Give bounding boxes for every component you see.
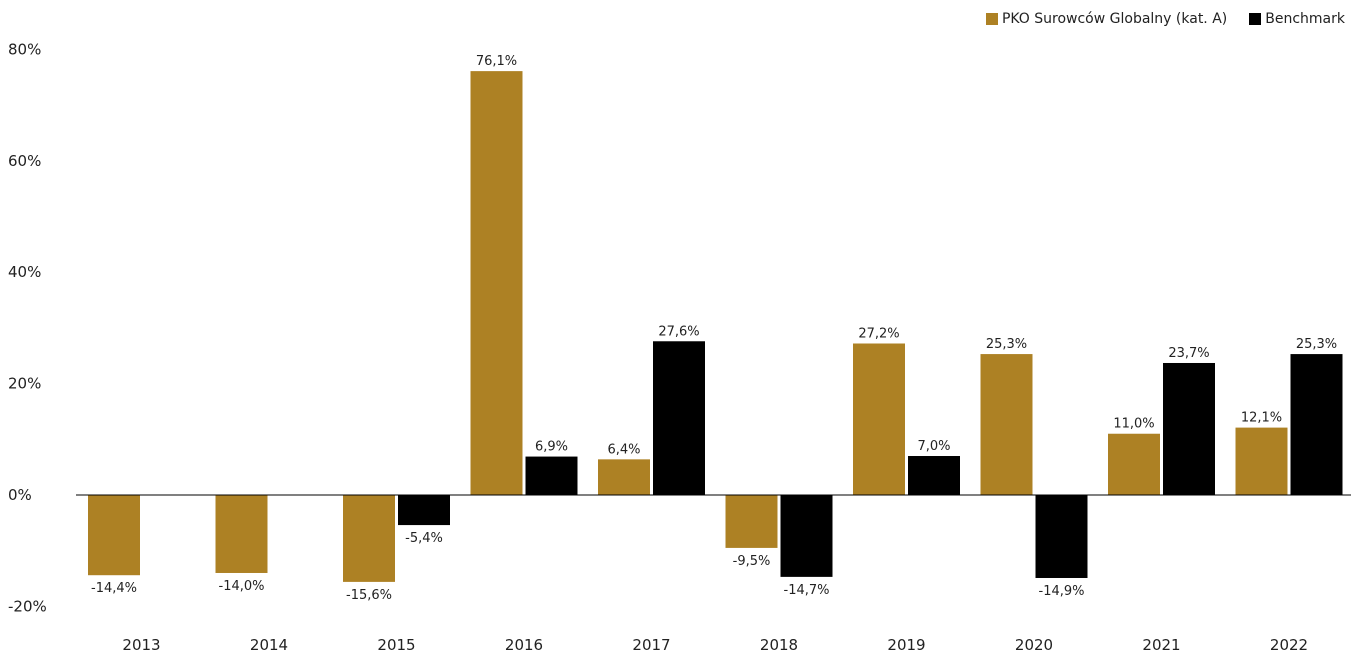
x-tick-label: 2017 (632, 636, 670, 654)
bar-fund-2017 (598, 459, 650, 495)
bar-fund-2015 (343, 495, 395, 582)
data-label-benchmark-2020: -14,9% (1039, 584, 1085, 599)
y-tick-label: 60% (8, 152, 41, 170)
x-axis-ticks: 2013 2014 2015 2016 2017 2018 2019 2020 2021 2022 (122, 636, 1308, 654)
bar-fund-2019 (853, 343, 905, 495)
y-tick-label: 0% (8, 486, 32, 504)
data-label-fund-2018: -9,5% (733, 554, 771, 569)
data-labels: -14,4% -14,0% -15,6% -5,4% 76,1% 6,9% 6,4% 27,6… (91, 54, 1337, 603)
y-axis-ticks: 80% 60% 40% 20% 0% -20% (8, 40, 47, 615)
legend-swatch-fund (985, 13, 998, 25)
data-label-fund-2021: 11,0% (1113, 417, 1154, 432)
legend-label-benchmark: Benchmark (1265, 11, 1345, 27)
y-tick-label: 80% (8, 40, 41, 58)
data-label-benchmark-2019: 7,0% (917, 439, 950, 454)
legend: PKO Surowców Globalny (kat. A) Benchmark (964, 11, 1345, 27)
bar-benchmark-2017 (653, 341, 705, 495)
legend-label-fund: PKO Surowców Globalny (kat. A) (1001, 11, 1228, 27)
x-tick-label: 2013 (122, 636, 160, 654)
bar-fund-2014 (215, 495, 268, 573)
data-label-benchmark-2022: 25,3% (1296, 337, 1337, 352)
x-tick-label: 2019 (887, 636, 925, 654)
legend-item-benchmark: Benchmark (1249, 11, 1345, 27)
bar-benchmark-2016 (525, 456, 578, 495)
x-tick-label: 2021 (1142, 636, 1180, 654)
bar-fund-2021 (1108, 433, 1160, 495)
x-tick-label: 2022 (1270, 636, 1308, 654)
data-label-benchmark-2021: 23,7% (1168, 346, 1209, 361)
data-label-fund-2020: 25,3% (986, 337, 1027, 352)
legend-swatch-benchmark (1249, 13, 1262, 25)
y-tick-label: 20% (8, 375, 41, 393)
bar-fund-2018 (725, 495, 778, 548)
data-label-fund-2017: 6,4% (607, 442, 640, 457)
x-tick-label: 2016 (505, 636, 543, 654)
data-label-fund-2022: 12,1% (1241, 411, 1282, 426)
data-label-benchmark-2015: -5,4% (405, 531, 443, 546)
x-tick-label: 2015 (377, 636, 415, 654)
bar-fund-2016 (470, 71, 523, 496)
bar-benchmark-2018 (780, 495, 833, 577)
data-label-benchmark-2017: 27,6% (658, 324, 699, 339)
data-label-fund-2013: -14,4% (91, 581, 137, 596)
bar-benchmark-2021 (1163, 362, 1215, 495)
bar-fund-2022 (1235, 427, 1288, 495)
x-tick-label: 2020 (1015, 636, 1053, 654)
bar-benchmark-2019 (908, 456, 960, 495)
y-tick-label: -20% (8, 597, 47, 615)
data-label-fund-2019: 27,2% (858, 326, 899, 341)
bar-benchmark-2015 (398, 495, 450, 526)
data-label-fund-2016: 76,1% (476, 54, 517, 69)
bar-fund-2020 (980, 354, 1033, 495)
data-label-fund-2014: -14,0% (219, 579, 265, 594)
data-label-benchmark-2016: 6,9% (535, 440, 568, 455)
data-label-fund-2015: -15,6% (346, 588, 392, 603)
data-label-benchmark-2018: -14,7% (784, 583, 830, 598)
x-tick-label: 2018 (760, 636, 798, 654)
legend-item-fund: PKO Surowców Globalny (kat. A) (985, 11, 1228, 27)
y-tick-label: 40% (8, 263, 41, 281)
x-tick-label: 2014 (250, 636, 288, 654)
bars (88, 71, 1343, 582)
bar-fund-2013 (88, 495, 140, 576)
bar-benchmark-2020 (1035, 495, 1088, 578)
bar-benchmark-2022 (1290, 354, 1343, 495)
